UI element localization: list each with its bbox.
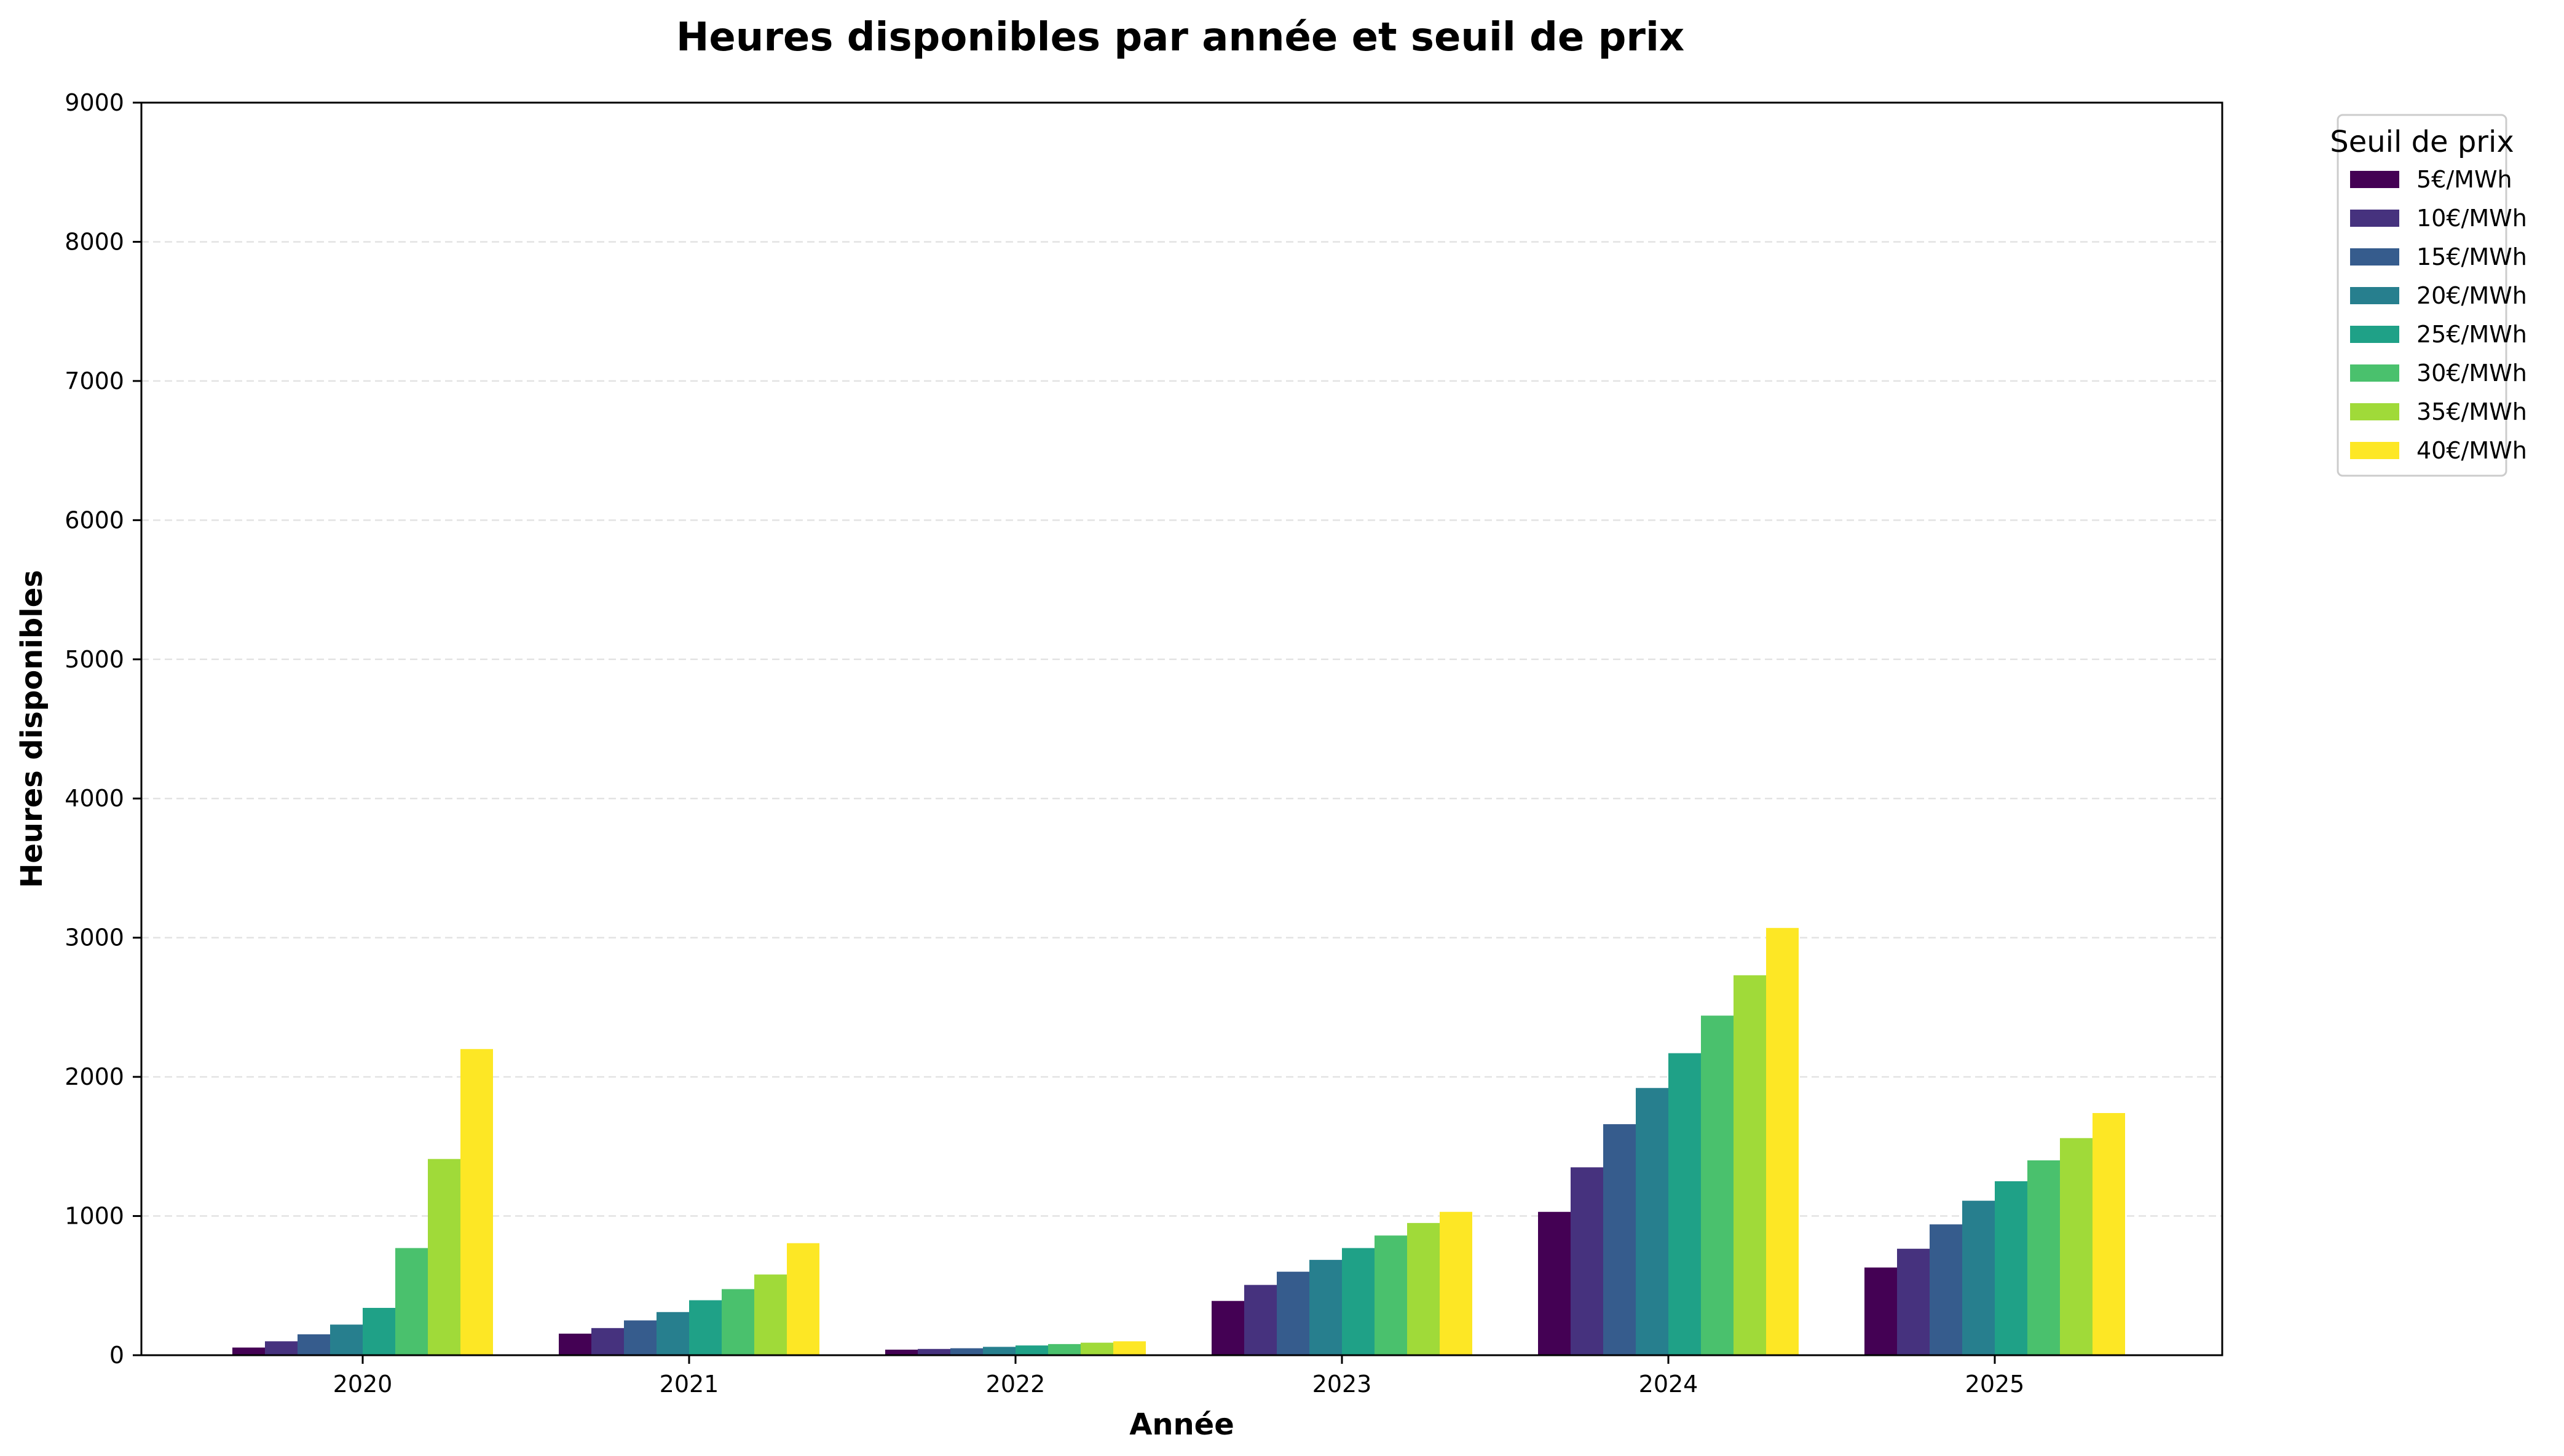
legend-swatch: [2350, 210, 2399, 227]
legend-label: 35€/MWh: [2416, 398, 2527, 425]
legend-label: 20€/MWh: [2416, 282, 2527, 309]
bar-2020-3: [298, 1334, 330, 1355]
bar-2024-8: [1766, 927, 1799, 1355]
x-tick-label: 2020: [333, 1371, 393, 1398]
bar-2021-1: [559, 1333, 591, 1355]
bar-2022-3: [950, 1348, 983, 1355]
bar-2023-1: [1212, 1301, 1244, 1355]
legend: Seuil de prix 5€/MWh 10€/MWh 15€/MWh 20€/MWh…: [2330, 114, 2527, 477]
bar-2021-7: [754, 1274, 787, 1355]
bar-2024-5: [1668, 1053, 1701, 1355]
bar-2020-4: [330, 1324, 363, 1355]
bar-2022-8: [1113, 1341, 1146, 1355]
bar-2024-6: [1701, 1015, 1734, 1355]
bar-2020-2: [265, 1341, 298, 1355]
bars: [232, 927, 2125, 1355]
bar-2021-2: [591, 1328, 624, 1355]
legend-frame: [2337, 114, 2507, 477]
legend-swatch: [2350, 403, 2399, 420]
legend-swatch: [2350, 364, 2399, 382]
x-tick-label: 2022: [986, 1371, 1046, 1398]
bar-2025-4: [1962, 1200, 1995, 1355]
bar-2025-5: [1995, 1181, 2027, 1355]
bar-2023-5: [1342, 1248, 1375, 1355]
bar-2025-8: [2093, 1112, 2125, 1355]
y-tick-label: 2000: [65, 1063, 124, 1090]
y-tick-label: 6000: [65, 506, 124, 533]
legend-label: 10€/MWh: [2416, 205, 2527, 232]
bar-2025-2: [1897, 1248, 1930, 1355]
bar-2020-5: [363, 1308, 395, 1355]
bar-2022-6: [1048, 1344, 1081, 1355]
y-tick-label: 4000: [65, 785, 124, 812]
bar-2020-6: [395, 1248, 428, 1355]
bar-2023-4: [1309, 1259, 1342, 1355]
bar-2024-4: [1636, 1088, 1668, 1355]
y-tick-label: 9000: [65, 89, 124, 116]
x-tick-label: 2021: [660, 1371, 719, 1398]
bar-2020-7: [428, 1159, 460, 1355]
legend-label: 40€/MWh: [2416, 437, 2527, 464]
bar-2021-6: [722, 1289, 754, 1355]
bar-2021-3: [624, 1320, 657, 1355]
bar-2021-8: [787, 1243, 819, 1355]
x-axis-label: Année: [1129, 1407, 1234, 1442]
bar-2023-7: [1407, 1222, 1440, 1355]
x-tick-label: 2025: [1965, 1371, 2025, 1398]
bar-2023-8: [1440, 1211, 1472, 1355]
y-tick-label: 1000: [65, 1203, 124, 1230]
y-tick-label: 0: [109, 1342, 124, 1369]
x-tick-label: 2024: [1639, 1371, 1698, 1398]
legend-swatch: [2350, 442, 2399, 459]
bar-2024-7: [1734, 975, 1766, 1355]
bar-2021-4: [657, 1312, 689, 1355]
bar-2025-7: [2060, 1138, 2093, 1355]
legend-swatch: [2350, 326, 2399, 343]
bar-2022-2: [918, 1348, 950, 1355]
legend-label: 15€/MWh: [2416, 243, 2527, 270]
legend-swatch: [2350, 248, 2399, 266]
bar-2022-5: [1016, 1345, 1048, 1355]
y-tick-label: 3000: [65, 924, 124, 951]
bar-2024-1: [1538, 1211, 1571, 1355]
y-tick-label: 7000: [65, 368, 124, 395]
legend-swatch: [2350, 171, 2399, 188]
plot-area-frame: [140, 101, 2223, 1356]
legend-label: 25€/MWh: [2416, 321, 2527, 348]
bar-2020-8: [460, 1049, 493, 1355]
y-axis-ticks: 0 1000 2000 3000 4000 5000 6000 7000 8000 9000: [65, 89, 141, 1369]
y-tick-label: 8000: [65, 228, 124, 255]
bar-2023-6: [1375, 1235, 1407, 1355]
y-axis-label: Heures disponibles: [15, 570, 49, 888]
bar-2025-3: [1930, 1224, 1962, 1355]
bar-2024-2: [1571, 1167, 1603, 1355]
bar-2025-1: [1864, 1267, 1897, 1355]
x-tick-label: 2023: [1312, 1371, 1372, 1398]
bar-2021-5: [689, 1300, 722, 1355]
legend-label: 30€/MWh: [2416, 360, 2527, 387]
bar-2024-3: [1603, 1124, 1636, 1355]
bar-2022-1: [885, 1349, 918, 1355]
bar-2020-1: [232, 1347, 265, 1355]
bar-2023-3: [1277, 1272, 1309, 1355]
grid-lines: [141, 241, 2222, 1217]
bar-2025-6: [2027, 1160, 2060, 1355]
bar-2022-7: [1081, 1342, 1113, 1355]
y-tick-label: 5000: [65, 646, 124, 673]
x-axis-ticks: 2020 2021 2022 2023 2024 2025: [333, 1355, 2025, 1398]
chart-title: Heures disponibles par année et seuil de…: [676, 15, 1684, 60]
legend-label: 5€/MWh: [2416, 166, 2512, 193]
bar-2022-4: [983, 1347, 1016, 1355]
legend-swatch: [2350, 287, 2399, 304]
bar-2023-2: [1244, 1285, 1277, 1355]
legend-title: Seuil de prix: [2330, 125, 2514, 159]
